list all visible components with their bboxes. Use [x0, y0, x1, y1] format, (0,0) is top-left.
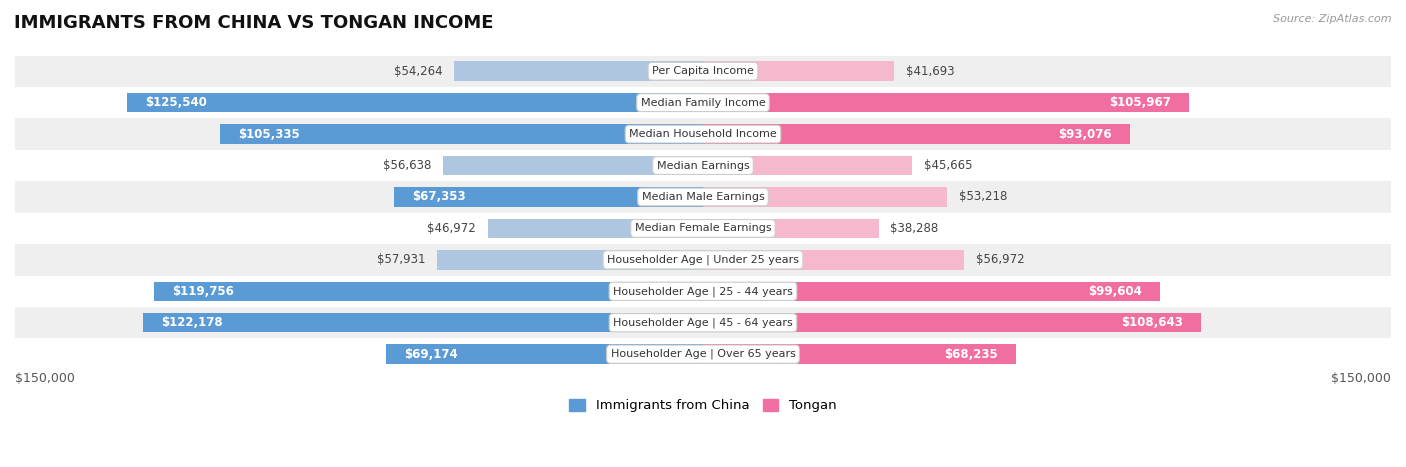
Text: $68,235: $68,235 [943, 347, 998, 361]
Bar [703, 93, 1189, 113]
Bar [443, 156, 703, 175]
Bar [703, 282, 1160, 301]
Bar [15, 118, 1391, 150]
Text: Median Family Income: Median Family Income [641, 98, 765, 108]
Bar [703, 156, 912, 175]
Bar [142, 313, 703, 333]
Bar [153, 282, 703, 301]
Text: $46,972: $46,972 [427, 222, 477, 235]
Text: $93,076: $93,076 [1057, 127, 1112, 141]
Text: $54,264: $54,264 [394, 65, 443, 78]
Text: $69,174: $69,174 [404, 347, 458, 361]
Text: $105,335: $105,335 [238, 127, 299, 141]
Bar [703, 345, 1017, 364]
Text: $122,178: $122,178 [160, 316, 222, 329]
Legend: Immigrants from China, Tongan: Immigrants from China, Tongan [564, 394, 842, 418]
Bar [454, 62, 703, 81]
Bar [15, 181, 1391, 212]
Bar [15, 339, 1391, 370]
Bar [15, 212, 1391, 244]
Text: $105,967: $105,967 [1109, 96, 1171, 109]
Bar [703, 313, 1201, 333]
Bar [488, 219, 703, 238]
Text: $108,643: $108,643 [1121, 316, 1182, 329]
Text: $45,665: $45,665 [924, 159, 973, 172]
Text: $56,638: $56,638 [384, 159, 432, 172]
Bar [15, 87, 1391, 118]
Text: Source: ZipAtlas.com: Source: ZipAtlas.com [1274, 14, 1392, 24]
Bar [703, 250, 965, 269]
Text: $150,000: $150,000 [15, 372, 75, 385]
Bar [15, 56, 1391, 87]
Bar [703, 187, 948, 207]
Bar [703, 62, 894, 81]
Text: $119,756: $119,756 [172, 285, 233, 298]
Text: $67,353: $67,353 [412, 191, 465, 204]
Text: Median Female Earnings: Median Female Earnings [634, 223, 772, 234]
Bar [15, 150, 1391, 181]
Text: Per Capita Income: Per Capita Income [652, 66, 754, 76]
Text: $53,218: $53,218 [959, 191, 1007, 204]
Bar [15, 244, 1391, 276]
Text: $41,693: $41,693 [905, 65, 955, 78]
Bar [385, 345, 703, 364]
Bar [703, 219, 879, 238]
Bar [219, 124, 703, 144]
Text: Householder Age | Over 65 years: Householder Age | Over 65 years [610, 349, 796, 360]
Bar [15, 276, 1391, 307]
Text: $150,000: $150,000 [1331, 372, 1391, 385]
Bar [394, 187, 703, 207]
Text: Median Male Earnings: Median Male Earnings [641, 192, 765, 202]
Text: $125,540: $125,540 [146, 96, 208, 109]
Text: Median Household Income: Median Household Income [628, 129, 778, 139]
Text: Median Earnings: Median Earnings [657, 161, 749, 170]
Text: $99,604: $99,604 [1088, 285, 1142, 298]
Text: Householder Age | Under 25 years: Householder Age | Under 25 years [607, 255, 799, 265]
Text: Householder Age | 45 - 64 years: Householder Age | 45 - 64 years [613, 318, 793, 328]
Bar [437, 250, 703, 269]
Text: Householder Age | 25 - 44 years: Householder Age | 25 - 44 years [613, 286, 793, 297]
Text: $38,288: $38,288 [890, 222, 938, 235]
Text: IMMIGRANTS FROM CHINA VS TONGAN INCOME: IMMIGRANTS FROM CHINA VS TONGAN INCOME [14, 14, 494, 32]
Bar [15, 307, 1391, 339]
Bar [703, 124, 1130, 144]
Text: $57,931: $57,931 [377, 254, 426, 266]
Bar [127, 93, 703, 113]
Text: $56,972: $56,972 [976, 254, 1025, 266]
